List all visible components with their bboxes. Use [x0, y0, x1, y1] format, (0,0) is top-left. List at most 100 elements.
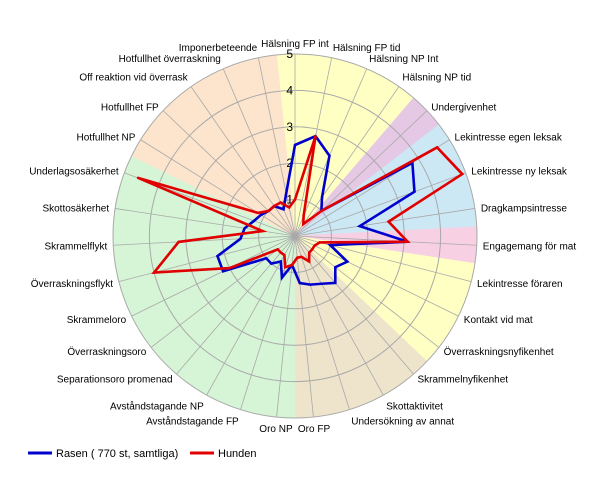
series-1-point-12 [308, 251, 311, 254]
category-label-0: Hälsning FP int [261, 39, 329, 50]
series-0-point-14 [309, 283, 312, 286]
series-1-point-2 [302, 214, 305, 218]
category-label-7: Dragkampsintresse [481, 204, 568, 215]
series-1-point-16 [290, 263, 294, 267]
series-0-point-22 [216, 254, 219, 258]
grid-spoke-11 [294, 235, 440, 348]
series-1-point-15 [296, 256, 299, 259]
tick-label-5: 5 [286, 47, 293, 61]
series-0-point-10 [346, 260, 349, 263]
series-1-point-13 [307, 260, 311, 263]
grid-spoke-3 [294, 86, 400, 237]
series-1-point-18 [283, 253, 286, 257]
grid-spoke-15 [294, 235, 314, 418]
category-label-19: Separationsoro promenad [57, 375, 173, 386]
category-label-13: Skottaktivitet [386, 401, 443, 412]
category-label-4: Undergivenhet [431, 102, 496, 113]
grid-spoke-27 [162, 110, 296, 237]
category-label-10: Kontakt vid mat [464, 315, 533, 326]
series-1-point-1 [314, 134, 317, 138]
series-1-point-21 [228, 266, 231, 270]
series-1-point-22 [152, 271, 156, 274]
series-1-point-3 [302, 222, 305, 226]
category-label-16: Oro NP [259, 424, 293, 435]
legend-label-hunden: Hunden [218, 448, 257, 460]
series-1-point-19 [279, 251, 282, 254]
series-0-point-9 [329, 243, 332, 247]
data-series [136, 134, 465, 286]
grid-spoke-23 [113, 235, 296, 246]
series-1-point-25 [136, 176, 140, 180]
category-label-23: Skrammelflykt [44, 242, 107, 253]
series-0-point-30 [285, 192, 288, 195]
series-1-point-17 [283, 266, 287, 269]
series-1-point-28 [273, 204, 276, 208]
category-label-12: Skrammelnyfikenhet [417, 375, 508, 386]
series-0-point-21 [221, 270, 225, 273]
category-label-8: Engagemang för mat [483, 242, 577, 253]
series-1-point-6 [461, 172, 464, 176]
series-0-point-17 [280, 276, 284, 279]
legend: Rasen ( 770 st, samtliga) Hunden [28, 448, 257, 460]
category-label-5: Lekintresse egen leksak [455, 133, 563, 144]
category-label-15: Oro FP [298, 424, 331, 435]
series-0-point-18 [279, 260, 283, 263]
series-0-point-0 [293, 143, 297, 147]
grid-spoke-10 [294, 235, 459, 317]
category-label-14: Undersökning av annat [351, 416, 454, 427]
category-label-18: Avståndstagande NP [110, 400, 204, 412]
series-1-point-8 [406, 240, 409, 243]
series-1-point-5 [435, 146, 439, 149]
category-label-29: Hotfullhet överraskning [119, 54, 221, 65]
tick-label-4: 4 [286, 83, 293, 97]
grid-spoke-6 [294, 172, 466, 237]
grid-spoke-20 [150, 235, 296, 348]
series-1-point-29 [279, 201, 282, 204]
series-0-point-2 [328, 154, 331, 157]
category-label-24: Skottosäkerhet [42, 204, 109, 215]
series-0-point-26 [259, 213, 263, 217]
series-0-point-20 [265, 257, 268, 260]
category-label-21: Skrammeloro [67, 315, 127, 326]
category-label-28: Off reaktion vid överrask [79, 73, 188, 84]
category-label-6: Lekintresse ny leksak [471, 167, 568, 178]
tick-label-1: 1 [286, 193, 293, 207]
radial-tick-labels: 1 2 3 4 5 [286, 47, 293, 207]
tick-label-2: 2 [286, 156, 293, 170]
series-0-point-29 [282, 208, 285, 211]
category-label-25: Underlagsosäkerhet [29, 167, 119, 178]
grid-spoke-7 [294, 208, 475, 237]
grid-spoke-19 [176, 235, 296, 375]
series-0-point-7 [358, 224, 361, 228]
grid-spoke-14 [294, 235, 350, 410]
grid-spoke-21 [131, 235, 296, 317]
series-0-point-24 [243, 227, 246, 230]
series-0-point-13 [320, 282, 323, 285]
grid-spoke-12 [294, 235, 414, 375]
series-0-point-23 [239, 237, 242, 240]
series-1-point-9 [318, 241, 321, 244]
series-0-point-25 [252, 219, 256, 223]
legend-label-rasen: Rasen ( 770 st, samtliga) [56, 448, 178, 460]
series-1-point-23 [177, 240, 180, 244]
category-label-11: Överraskningsnyfikenhet [444, 346, 554, 358]
category-label-9: Lekintresse föraren [477, 279, 563, 290]
category-label-26: Hotfullhet NP [77, 133, 136, 144]
series-1-point-14 [300, 255, 303, 259]
grid-spoke-26 [140, 139, 296, 237]
series-line-0 [215, 134, 416, 286]
grid-spoke-2 [294, 68, 368, 237]
series-0-point-6 [413, 190, 416, 193]
grid-spoke-22 [118, 235, 296, 283]
series-0-point-15 [298, 281, 301, 285]
series-1-point-24 [261, 229, 264, 233]
series-1-point-27 [267, 209, 270, 213]
series-0-point-3 [320, 195, 324, 199]
category-label-20: Överraskningsoro [67, 346, 146, 358]
category-label-27: Hotfullhet FP [101, 102, 159, 113]
grid-spoke-28 [190, 86, 296, 237]
series-0-point-11 [334, 265, 337, 269]
series-1-point-20 [276, 248, 279, 251]
